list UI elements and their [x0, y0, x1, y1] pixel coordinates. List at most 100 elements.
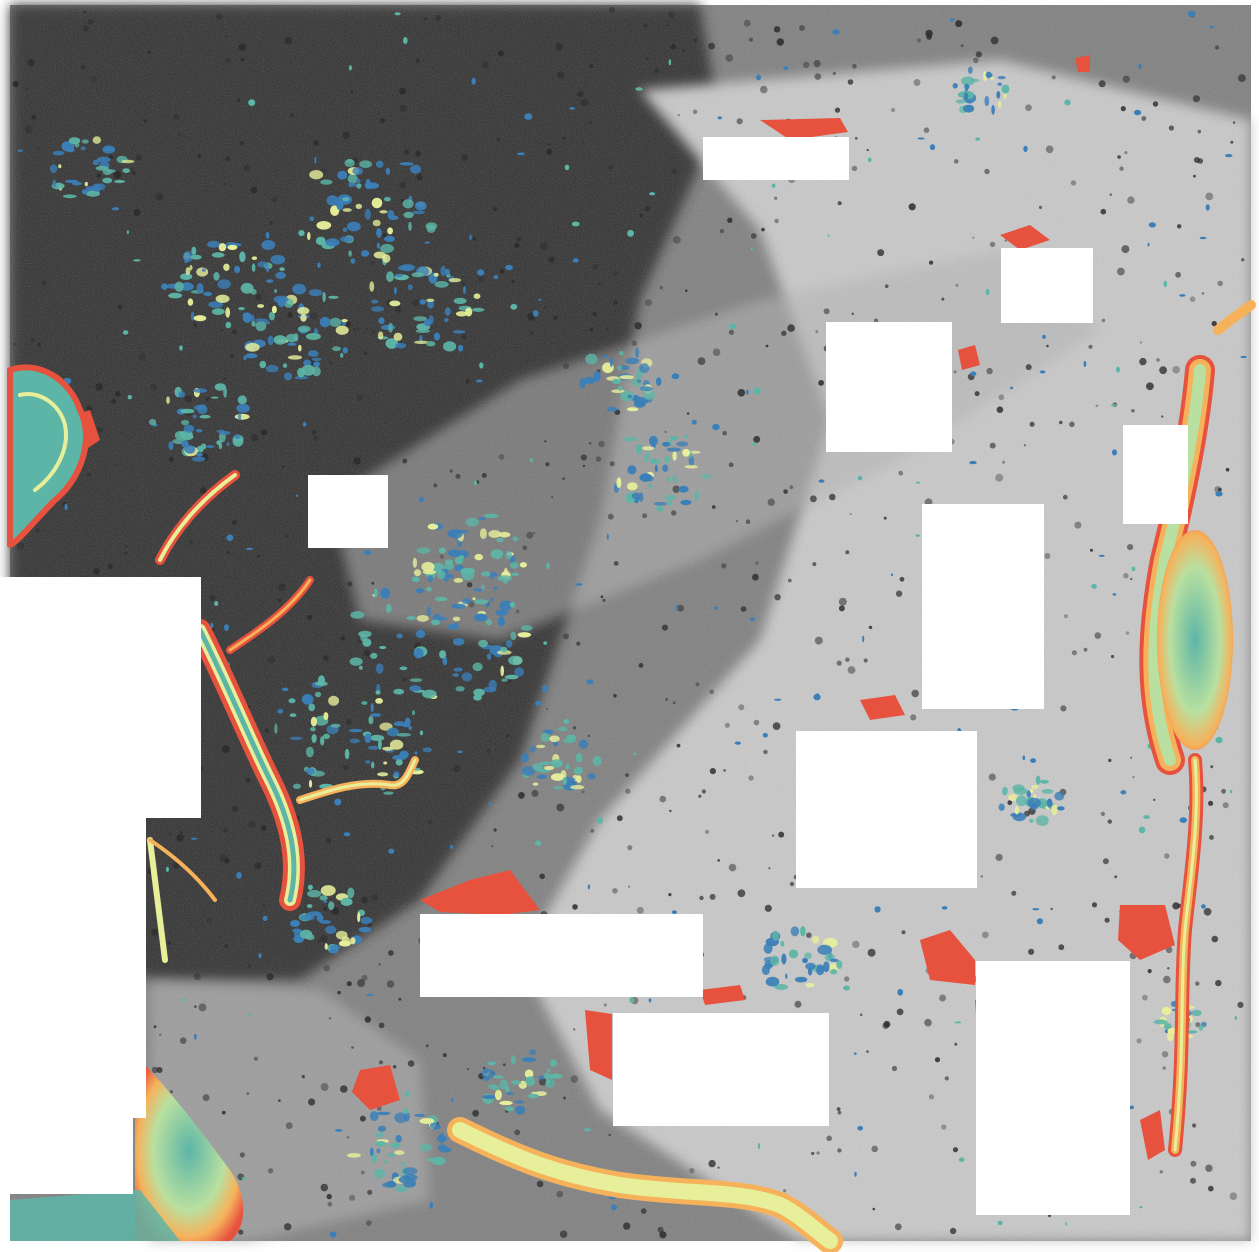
- dark-speckle: [1117, 155, 1121, 159]
- low-value-patch: [81, 189, 88, 195]
- dark-speckle: [789, 881, 795, 887]
- low-value-patch: [576, 775, 582, 783]
- low-value-patch: [607, 406, 618, 412]
- dark-speckle: [815, 330, 819, 334]
- dark-speckle: [672, 236, 681, 244]
- low-value-patch: [340, 897, 353, 907]
- dark-speckle: [328, 1017, 332, 1020]
- low-value-patch: [377, 772, 389, 777]
- low-value-patch: [385, 338, 399, 349]
- low-value-patch: [667, 499, 673, 507]
- dark-speckle: [884, 284, 889, 289]
- low-value-patch: [84, 181, 89, 187]
- dark-speckle: [367, 1189, 373, 1195]
- low-value-patch: [823, 961, 830, 973]
- dark-speckle: [597, 281, 601, 286]
- low-value-patch: [368, 715, 374, 725]
- low-value-patch: [1143, 815, 1150, 819]
- low-value-patch: [58, 164, 62, 169]
- low-value-patch: [410, 164, 421, 174]
- dark-speckle: [151, 928, 159, 936]
- low-value-patch: [340, 353, 344, 358]
- dark-speckle: [253, 1056, 258, 1061]
- dark-speckle: [247, 964, 252, 968]
- dark-speckle: [465, 378, 470, 384]
- dark-speckle: [379, 118, 385, 124]
- low-value-patch: [217, 279, 231, 290]
- low-value-patch: [308, 703, 316, 712]
- low-value-patch: [323, 899, 327, 903]
- dark-speckle: [267, 656, 276, 664]
- dark-speckle: [416, 174, 423, 181]
- low-value-patch: [287, 342, 297, 346]
- dark-speckle: [357, 979, 366, 988]
- low-value-patch: [811, 935, 820, 944]
- dark-speckle: [360, 1170, 365, 1175]
- low-value-patch: [350, 258, 356, 264]
- low-value-patch: [664, 455, 670, 464]
- low-value-patch: [854, 1052, 857, 1055]
- low-value-patch: [190, 837, 198, 840]
- dark-speckle: [492, 207, 497, 212]
- low-value-patch: [443, 341, 457, 352]
- low-value-patch: [193, 315, 207, 322]
- low-value-patch: [805, 983, 815, 988]
- low-value-patch: [952, 83, 958, 89]
- low-value-patch: [501, 678, 508, 682]
- dark-speckle: [847, 666, 856, 674]
- dark-speckle: [1237, 1001, 1244, 1009]
- low-value-patch: [242, 312, 252, 323]
- dark-speckle: [496, 137, 501, 142]
- low-value-patch: [440, 265, 447, 277]
- low-value-patch: [192, 456, 206, 462]
- channel-west-vertical: [147, 837, 217, 963]
- low-value-patch: [415, 329, 431, 333]
- dark-speckle: [168, 832, 171, 835]
- low-value-patch: [1215, 491, 1223, 497]
- low-value-patch: [471, 77, 476, 85]
- dark-speckle: [285, 534, 289, 538]
- low-value-patch: [1064, 99, 1071, 106]
- dark-speckle: [852, 940, 860, 949]
- dark-speckle: [773, 26, 781, 33]
- dark-speckle: [1025, 364, 1032, 371]
- dark-speckle: [642, 513, 648, 519]
- low-value-patch: [324, 943, 328, 950]
- low-value-patch: [504, 1106, 514, 1112]
- low-value-patch: [408, 221, 412, 231]
- low-value-patch: [369, 1147, 374, 1157]
- low-value-patch: [717, 116, 722, 120]
- low-value-patch: [193, 405, 206, 411]
- dark-speckle: [740, 606, 747, 612]
- dark-speckle: [514, 242, 520, 249]
- low-value-patch: [535, 744, 546, 749]
- dark-speckle: [386, 980, 395, 988]
- dark-speckle: [202, 1094, 210, 1102]
- low-value-patch: [970, 371, 977, 377]
- dark-speckle: [131, 170, 136, 175]
- low-value-patch: [350, 611, 365, 619]
- dark-speckle: [570, 1075, 579, 1083]
- dark-speckle: [588, 441, 592, 445]
- dark-speckle: [1210, 765, 1214, 769]
- low-value-patch: [352, 167, 364, 176]
- low-value-patch: [958, 1157, 965, 1162]
- dark-speckle: [1189, 296, 1196, 303]
- dark-speckle: [363, 350, 368, 356]
- dark-speckle: [580, 98, 589, 107]
- low-value-patch: [416, 547, 431, 554]
- dark-speckle: [899, 576, 905, 582]
- low-value-patch: [427, 1157, 441, 1163]
- low-value-patch: [471, 307, 485, 312]
- dark-speckle: [402, 677, 407, 682]
- dark-speckle: [41, 280, 47, 286]
- dark-speckle: [197, 154, 202, 158]
- dark-speckle: [399, 104, 407, 112]
- dark-speckle: [356, 394, 363, 401]
- low-value-patch: [190, 311, 195, 321]
- dark-speckle: [1153, 798, 1156, 802]
- low-value-patch: [265, 266, 270, 273]
- low-value-patch: [961, 76, 975, 86]
- low-value-patch: [200, 443, 207, 450]
- low-value-patch: [380, 243, 394, 254]
